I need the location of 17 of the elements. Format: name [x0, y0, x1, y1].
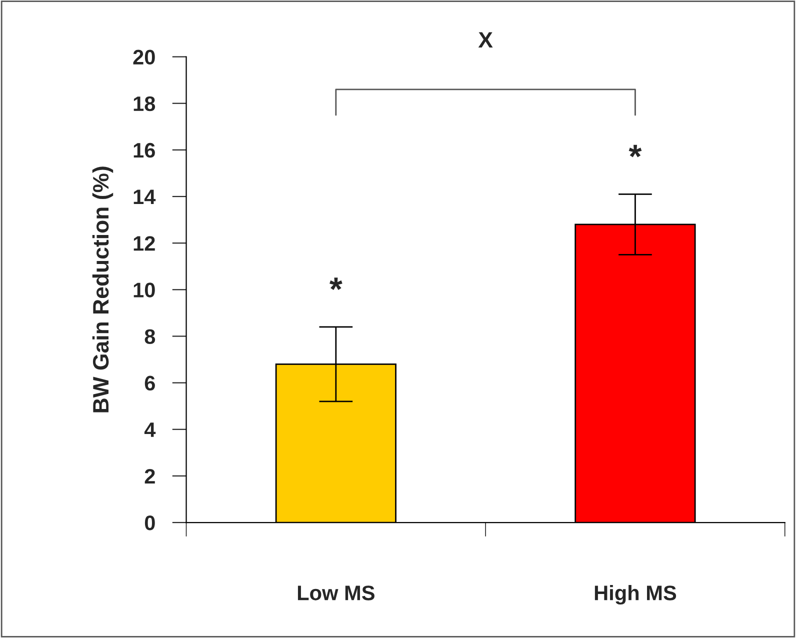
y-tick-label: 14 — [134, 190, 156, 204]
y-tick-label: 20 — [133, 50, 155, 65]
y-tick-label: 6 — [144, 376, 155, 391]
y-tick-label: 8 — [144, 329, 156, 344]
x-tick-label: High MS — [594, 585, 676, 605]
y-tick-label: 2 — [144, 468, 155, 484]
y-tick-label: 12 — [134, 236, 155, 251]
y-tick-label: 0 — [144, 516, 155, 530]
y-tick-label: 4 — [144, 422, 156, 437]
y-tick-label: 16 — [134, 142, 155, 158]
annotation: * — [628, 144, 642, 158]
y-tick-label: 10 — [134, 282, 155, 298]
x-tick-label: Low MS — [298, 586, 374, 600]
y-axis-title: BW Gain Reduction (%) — [92, 166, 114, 412]
y-tick-label: 18 — [134, 96, 156, 112]
text: X — [478, 32, 493, 48]
annotation: * — [330, 278, 342, 290]
